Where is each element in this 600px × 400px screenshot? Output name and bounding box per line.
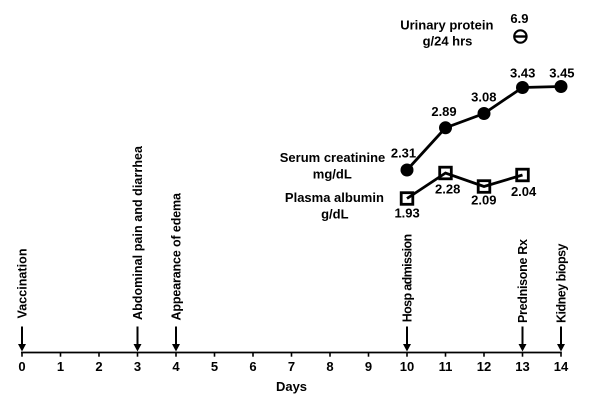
svg-text:13: 13 [515,359,529,374]
svg-text:Hosp admission: Hosp admission [401,234,415,323]
svg-text:11: 11 [439,359,453,374]
svg-text:g/dL: g/dL [321,206,348,221]
svg-text:Serum creatinine: Serum creatinine [280,150,386,165]
svg-text:4: 4 [172,359,180,374]
svg-text:0: 0 [18,359,25,374]
svg-text:Days: Days [276,379,307,394]
svg-text:Abdominal pain and diarrhea: Abdominal pain and diarrhea [131,145,145,320]
svg-text:mg/dL: mg/dL [313,166,352,181]
svg-text:Vaccination: Vaccination [16,249,30,319]
svg-text:14: 14 [554,359,569,374]
svg-text:3: 3 [134,359,141,374]
svg-text:6.9: 6.9 [510,11,528,26]
svg-text:Appearance of edema: Appearance of edema [170,192,184,321]
svg-text:Prednisone Rx: Prednisone Rx [516,239,530,323]
svg-text:2.89: 2.89 [431,104,456,119]
svg-text:2.31: 2.31 [391,146,416,161]
svg-text:6: 6 [249,359,256,374]
svg-text:1: 1 [57,359,64,374]
svg-text:7: 7 [288,359,295,374]
svg-text:9: 9 [365,359,372,374]
svg-text:5: 5 [211,359,218,374]
svg-text:2.09: 2.09 [471,192,496,207]
svg-text:g/24 hrs: g/24 hrs [423,33,473,48]
svg-text:2.28: 2.28 [435,181,460,196]
svg-text:Plasma albumin: Plasma albumin [285,190,384,205]
svg-text:8: 8 [326,359,333,374]
svg-text:2.04: 2.04 [511,184,537,199]
svg-text:3.45: 3.45 [549,66,574,81]
svg-text:12: 12 [477,359,491,374]
svg-text:3.08: 3.08 [471,90,496,105]
svg-text:3.43: 3.43 [510,66,535,81]
svg-text:10: 10 [400,359,414,374]
svg-text:2: 2 [95,359,102,374]
svg-text:Urinary protein: Urinary protein [400,17,493,32]
svg-text:1.93: 1.93 [394,205,419,220]
svg-text:Kidney biopsy: Kidney biopsy [555,243,569,323]
